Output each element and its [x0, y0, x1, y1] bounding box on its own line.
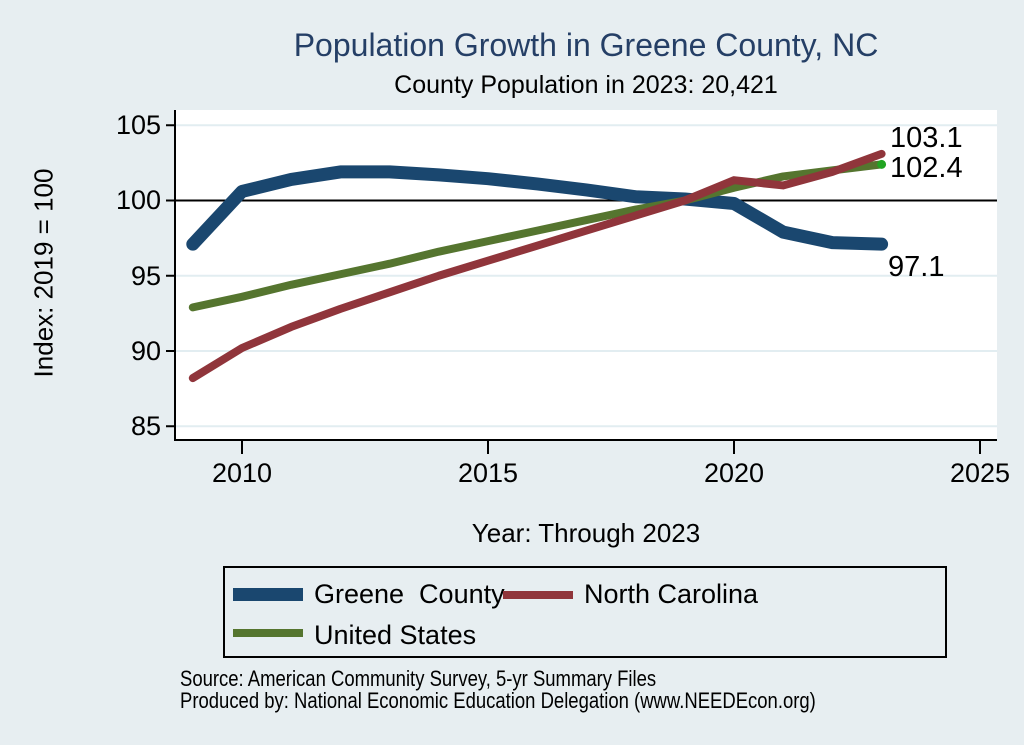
y-tick-label-105: 105	[115, 110, 161, 140]
legend-swatch-greene-county	[233, 588, 303, 601]
source-note: Source: American Community Survey, 5-yr …	[180, 666, 657, 691]
x-tick-label-2015: 2015	[457, 458, 519, 488]
x-axis-title: Year: Through 2023	[471, 518, 701, 548]
legend: Greene County North Carolina United Stat…	[223, 566, 947, 658]
legend-label-greene-county: Greene County	[314, 579, 505, 609]
chart-subtitle: County Population in 2023: 20,421	[394, 71, 778, 99]
us-endpoint-marker	[877, 159, 887, 169]
chart-title: Population Growth in Greene County, NC	[293, 27, 879, 63]
x-tick-label-2025: 2025	[949, 458, 1011, 488]
y-tick-label-100: 100	[115, 185, 161, 215]
produced-by-note: Produced by: National Economic Education…	[180, 688, 816, 713]
x-tick-label-2020: 2020	[703, 458, 765, 488]
greene-county-line	[186, 165, 889, 251]
legend-swatch-united-states	[233, 629, 303, 637]
end-value-label-greene-county: 97.1	[888, 251, 945, 283]
x-tick-label-2010: 2010	[211, 458, 273, 488]
y-tick-label-90: 90	[130, 336, 161, 366]
north-carolina-line	[188, 149, 886, 383]
y-tick-label-85: 85	[130, 411, 161, 441]
y-tick-label-95: 95	[130, 261, 161, 291]
legend-label-north-carolina: North Carolina	[584, 579, 759, 609]
y-axis-title: Index: 2019 = 100	[28, 168, 59, 378]
legend-label-united-states: United States	[314, 620, 477, 650]
legend-swatch-north-carolina	[503, 591, 573, 599]
end-value-label-north-carolina: 103.1	[890, 122, 963, 154]
end-value-label-united-states: 102.4	[890, 152, 963, 184]
